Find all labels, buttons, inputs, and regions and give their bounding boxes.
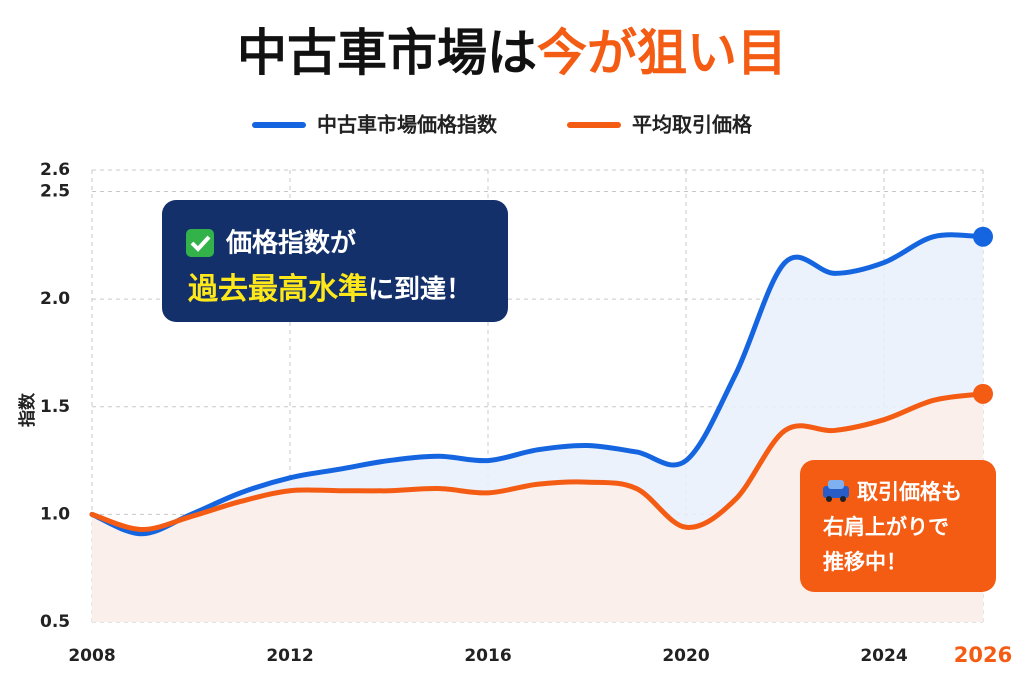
areas bbox=[92, 234, 983, 622]
end-point bbox=[973, 226, 993, 247]
lines bbox=[89, 226, 993, 537]
annotation-2: 取引価格も 右肩上がりで 推移中！ bbox=[800, 460, 996, 592]
car-icon bbox=[840, 496, 846, 502]
y-tick-label: 1.0 bbox=[40, 504, 70, 524]
annotation-text: 右肩上がりで bbox=[823, 515, 949, 539]
x-tick-label: 2024 bbox=[860, 646, 907, 666]
plot-area: 0.5 1.0 1.5 2.0 2.52.6 2008 2012 2016 2020 2024 20… bbox=[40, 160, 1012, 667]
car-icon bbox=[823, 486, 849, 498]
y-tick-label: 2.6 bbox=[40, 160, 70, 180]
y-tick-label: 1.5 bbox=[40, 397, 70, 417]
line bbox=[89, 232, 986, 537]
annotation-highlight: 過去最高水準 bbox=[188, 272, 368, 307]
y-tick-label: 2.5 bbox=[40, 182, 70, 202]
y-tick-label: 0.5 bbox=[40, 612, 70, 632]
y-axis-label: 指数 bbox=[17, 392, 38, 427]
legend: 中古車市場価格指数 平均取引価格 bbox=[252, 113, 753, 137]
car-icon bbox=[828, 480, 844, 489]
annotation-text: 過去最高水準に到達！ bbox=[188, 272, 472, 307]
x-tick-label: 2016 bbox=[464, 646, 511, 666]
y-tick-label: 2.0 bbox=[40, 289, 70, 309]
line bbox=[89, 391, 986, 532]
legend-label: 中古車市場価格指数 bbox=[317, 113, 498, 137]
annotation-1: 価格指数が 過去最高水準に到達！ bbox=[162, 200, 508, 322]
title-main: 中古車市場は bbox=[237, 24, 537, 82]
x-tick-label: 2020 bbox=[662, 646, 709, 666]
check-icon bbox=[186, 229, 214, 257]
annotation-text: 価格指数が bbox=[225, 228, 356, 259]
chart-title: 中古車市場は今が狙い目 bbox=[237, 24, 787, 82]
end-point bbox=[973, 383, 993, 404]
annotation-text: 推移中！ bbox=[823, 550, 907, 574]
title-highlight: 今が狙い目 bbox=[537, 24, 787, 82]
annotation-text: 取引価格も bbox=[857, 480, 962, 504]
legend-label: 平均取引価格 bbox=[632, 113, 753, 137]
annotation-text: に到達！ bbox=[368, 275, 472, 305]
x-tick-label: 2026 bbox=[954, 643, 1012, 667]
area bbox=[92, 393, 983, 622]
annotation-box bbox=[162, 200, 508, 322]
check-mark bbox=[190, 235, 211, 252]
x-tick-label: 2012 bbox=[266, 646, 313, 666]
x-tick-label: 2008 bbox=[68, 646, 115, 666]
car-icon bbox=[826, 496, 832, 502]
